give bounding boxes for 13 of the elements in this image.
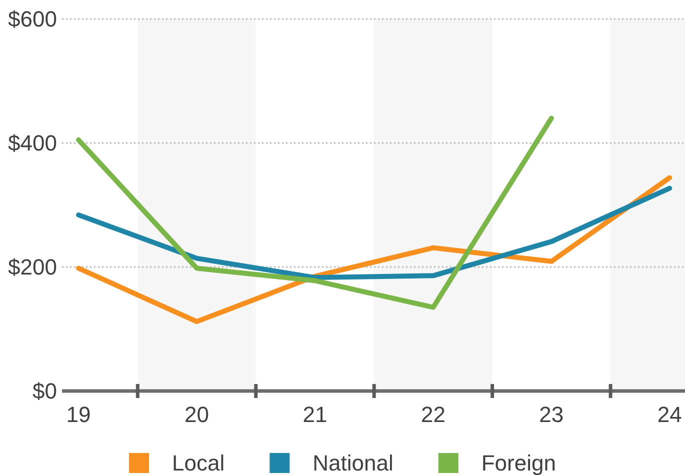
y-tick-label: $600 — [8, 6, 57, 32]
x-tick-label: 19 — [66, 402, 91, 427]
y-tick-label: $0 — [32, 378, 57, 404]
x-tick-label: 20 — [184, 402, 210, 427]
legend-label: Local — [172, 450, 225, 475]
legend-label: National — [312, 450, 394, 475]
y-tick-label: $400 — [8, 130, 57, 156]
x-tick-label: 21 — [302, 402, 328, 427]
y-tick-label: $200 — [8, 254, 57, 280]
x-tick-label: 22 — [420, 402, 446, 427]
x-tick-label: 23 — [539, 402, 564, 427]
legend-label: Foreign — [481, 450, 556, 475]
x-tick-label: 24 — [657, 402, 682, 427]
